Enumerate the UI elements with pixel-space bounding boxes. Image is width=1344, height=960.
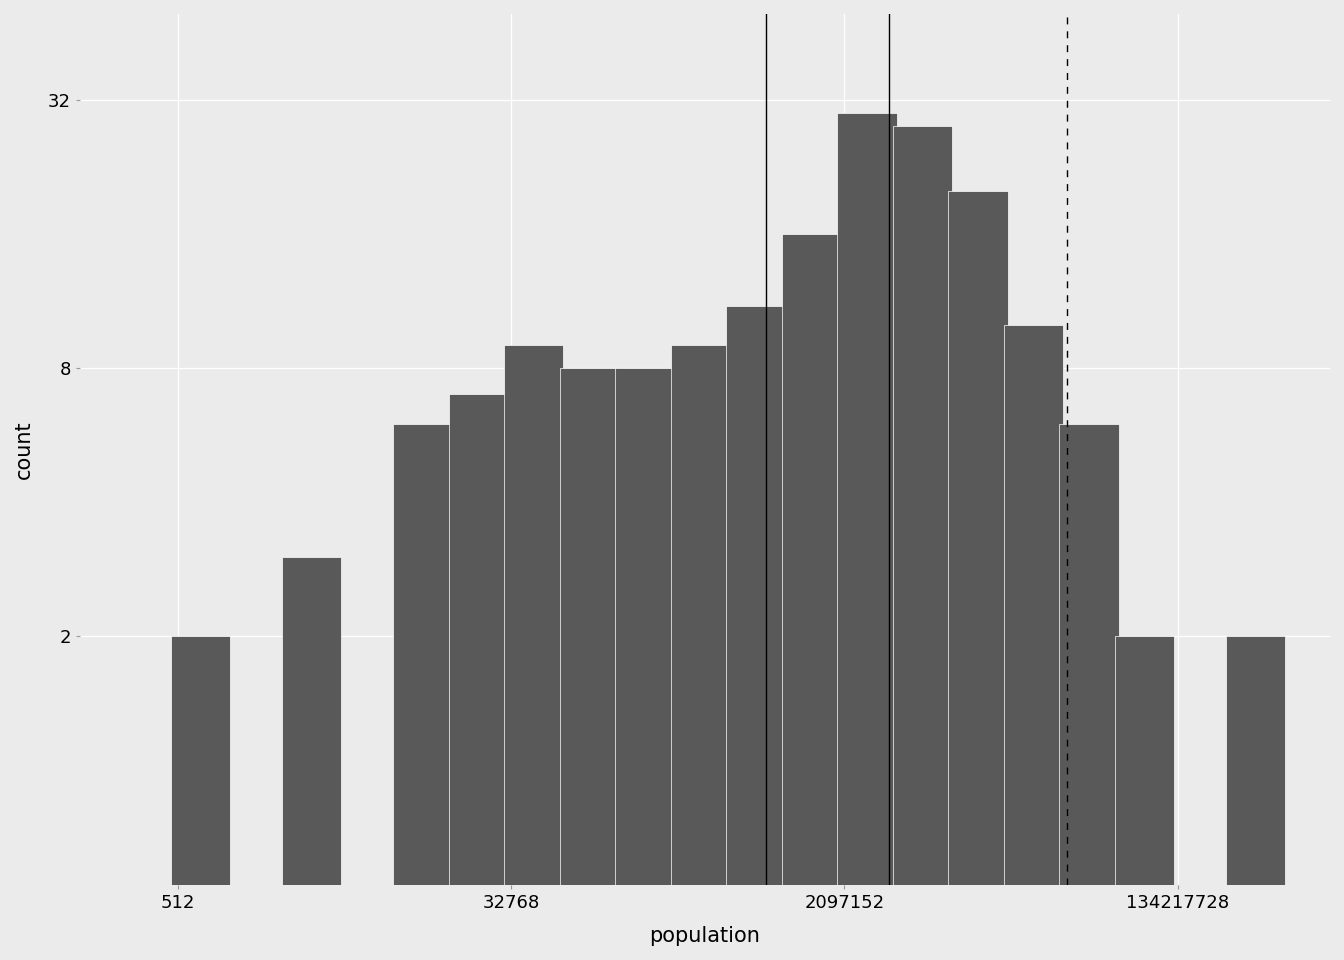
Bar xyxy=(1226,636,1285,960)
Bar xyxy=(392,423,453,960)
Bar xyxy=(726,306,785,960)
Bar xyxy=(837,112,896,960)
Bar xyxy=(559,368,618,960)
Bar xyxy=(782,234,841,960)
Bar xyxy=(1059,423,1118,960)
Bar xyxy=(892,126,952,960)
Bar xyxy=(449,394,508,960)
Bar xyxy=(671,346,730,960)
Bar xyxy=(1116,636,1175,960)
X-axis label: population: population xyxy=(649,926,761,947)
Bar xyxy=(1004,324,1063,960)
Bar xyxy=(171,636,230,960)
Bar xyxy=(282,558,341,960)
Bar xyxy=(504,346,563,960)
Bar xyxy=(616,368,675,960)
Y-axis label: count: count xyxy=(13,420,34,479)
Bar xyxy=(949,191,1008,960)
